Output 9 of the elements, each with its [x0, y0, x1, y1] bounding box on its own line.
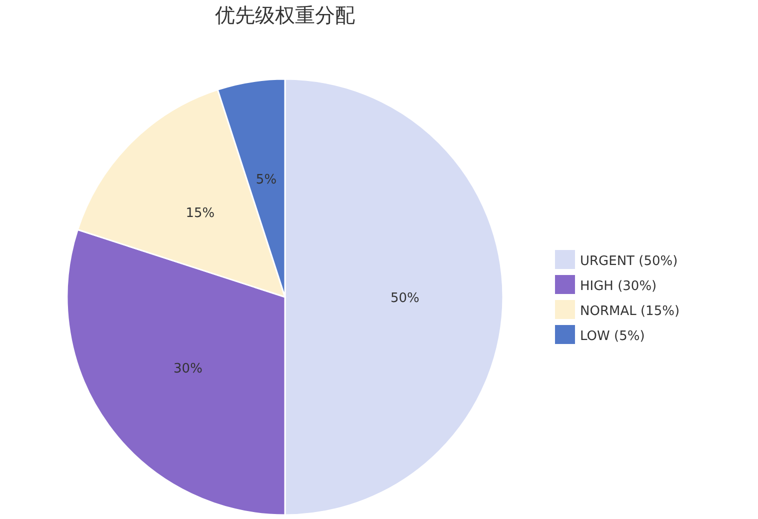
legend-label: NORMAL (15%) — [580, 304, 680, 319]
chart-title: 优先级权重分配 — [215, 3, 355, 27]
data-label: 30% — [174, 361, 202, 376]
data-label: 15% — [186, 206, 215, 222]
legend-label: LOW (5%) — [580, 329, 645, 344]
data-label: 50% — [390, 291, 420, 306]
legend-label: HIGH (30%) — [580, 279, 657, 294]
data-label: 5% — [256, 172, 277, 188]
legend-label: URGENT (50%) — [580, 254, 678, 269]
